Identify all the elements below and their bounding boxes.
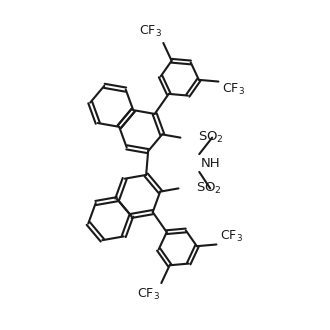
- Text: NH: NH: [201, 156, 221, 170]
- Text: CF$_3$: CF$_3$: [222, 82, 245, 97]
- Text: SO$_2$: SO$_2$: [196, 181, 222, 196]
- Text: CF$_3$: CF$_3$: [220, 229, 243, 244]
- Text: SO$_2$: SO$_2$: [198, 130, 224, 145]
- Text: CF$_3$: CF$_3$: [139, 24, 162, 39]
- Text: CF$_3$: CF$_3$: [137, 287, 160, 302]
